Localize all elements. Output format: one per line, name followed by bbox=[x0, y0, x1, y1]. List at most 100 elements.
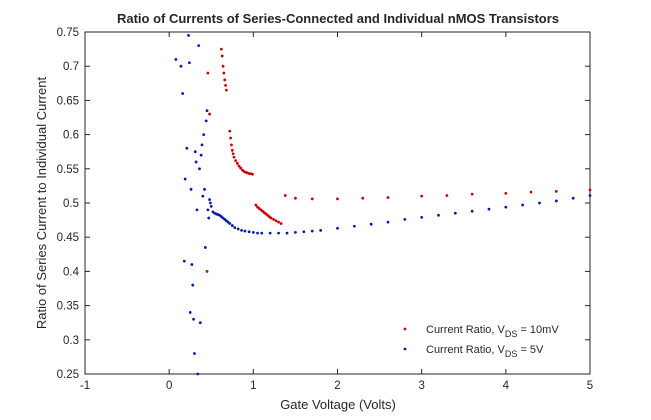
data-point bbox=[236, 227, 240, 231]
data-point bbox=[239, 166, 243, 170]
legend-sub-series-2: DS bbox=[505, 349, 518, 359]
y-tick-label: 0.7 bbox=[63, 61, 79, 73]
y-tick-label: 0.45 bbox=[57, 232, 79, 244]
data-point bbox=[198, 321, 202, 325]
x-axis-ticks: -1 0 1 2 3 4 5 bbox=[80, 32, 593, 392]
data-point bbox=[230, 148, 234, 152]
y-tick-label: 0.35 bbox=[57, 301, 79, 313]
data-point bbox=[294, 196, 297, 200]
data-point bbox=[182, 259, 186, 263]
data-point bbox=[225, 88, 228, 92]
data-point bbox=[285, 231, 289, 235]
x-tick-label: 4 bbox=[503, 380, 510, 392]
data-point bbox=[200, 143, 204, 147]
data-point bbox=[179, 64, 183, 68]
data-point bbox=[223, 78, 227, 82]
y-tick-label: 0.3 bbox=[63, 335, 79, 347]
data-point bbox=[209, 205, 213, 208]
data-point bbox=[319, 228, 323, 232]
y-tick-label: 0.25 bbox=[57, 369, 79, 381]
data-point bbox=[336, 197, 339, 201]
data-point bbox=[220, 54, 224, 58]
data-point bbox=[386, 220, 390, 224]
data-point bbox=[234, 159, 238, 162]
data-point bbox=[268, 231, 272, 235]
y-tick-label: 0.4 bbox=[63, 266, 80, 278]
data-point bbox=[206, 208, 210, 212]
legend: Current Ratio, VDS = 10mV Current Ratio,… bbox=[403, 324, 559, 359]
legend-sub-series-1: DS bbox=[505, 329, 518, 339]
data-point bbox=[247, 230, 251, 234]
data-point bbox=[208, 112, 211, 116]
data-point bbox=[209, 201, 212, 205]
y-axis-label: Ratio of Series Current to Individual Cu… bbox=[34, 77, 49, 330]
data-point bbox=[232, 155, 236, 159]
data-point bbox=[487, 207, 491, 211]
x-tick-label: 5 bbox=[587, 380, 593, 392]
data-point bbox=[369, 222, 373, 226]
data-point bbox=[206, 71, 210, 75]
data-point bbox=[193, 150, 197, 154]
data-point bbox=[174, 57, 178, 61]
data-point bbox=[203, 246, 207, 249]
series-1 bbox=[205, 47, 592, 273]
data-point bbox=[310, 197, 314, 201]
data-point bbox=[336, 226, 339, 230]
data-point bbox=[190, 263, 194, 266]
data-point bbox=[219, 47, 223, 51]
data-point bbox=[202, 133, 206, 137]
data-point bbox=[231, 152, 235, 156]
data-point bbox=[204, 119, 208, 123]
data-point bbox=[504, 192, 508, 195]
x-tick-label: 2 bbox=[334, 380, 340, 392]
legend-label-series-2: Current Ratio, VDS = 5V bbox=[426, 344, 544, 359]
data-point bbox=[256, 231, 259, 235]
data-point bbox=[187, 34, 190, 37]
data-point bbox=[195, 208, 199, 212]
data-point bbox=[554, 189, 558, 193]
data-point bbox=[420, 215, 424, 219]
data-point bbox=[254, 203, 258, 207]
data-point bbox=[205, 270, 209, 273]
plot-area bbox=[84, 31, 591, 375]
data-point bbox=[229, 136, 233, 140]
data-point bbox=[571, 196, 575, 200]
data-point bbox=[251, 231, 255, 234]
data-point bbox=[187, 61, 191, 65]
data-point bbox=[269, 216, 273, 220]
data-point bbox=[185, 146, 189, 150]
legend-marker-series-2 bbox=[403, 347, 407, 351]
y-tick-label: 0.5 bbox=[63, 198, 79, 210]
legend-label-series-1: Current Ratio, VDS = 10mV bbox=[426, 324, 559, 339]
data-point bbox=[208, 198, 211, 201]
data-point bbox=[352, 224, 356, 228]
data-point bbox=[588, 194, 592, 197]
data-point bbox=[274, 219, 278, 223]
data-point bbox=[203, 187, 206, 191]
data-point bbox=[386, 196, 390, 199]
x-tick-label: 0 bbox=[166, 380, 172, 392]
data-point bbox=[470, 192, 474, 196]
data-point bbox=[272, 218, 275, 221]
y-tick-label: 0.6 bbox=[63, 130, 79, 142]
data-point bbox=[188, 311, 192, 314]
x-axis-label: Gate Voltage (Volts) bbox=[280, 397, 396, 412]
x-tick-label: 1 bbox=[250, 380, 256, 392]
data-point bbox=[277, 220, 280, 224]
y-axis-ticks: 0.25 0.3 0.35 0.4 0.45 0.5 0.55 0.6 0.65 0.7 0.75 bbox=[57, 27, 590, 381]
x-tick-label: 3 bbox=[418, 380, 424, 392]
legend-marker-series-1 bbox=[403, 327, 407, 331]
data-point bbox=[196, 372, 200, 376]
data-point bbox=[588, 188, 592, 192]
legend-suffix-series-2: = 5V bbox=[517, 344, 544, 356]
data-point bbox=[183, 177, 187, 181]
data-series-layer bbox=[174, 34, 592, 376]
data-point bbox=[453, 211, 457, 215]
y-tick-label: 0.55 bbox=[57, 164, 79, 176]
data-point bbox=[260, 231, 264, 235]
data-point bbox=[228, 222, 232, 225]
data-point bbox=[470, 209, 474, 213]
data-point bbox=[228, 129, 232, 133]
data-point bbox=[445, 194, 449, 197]
